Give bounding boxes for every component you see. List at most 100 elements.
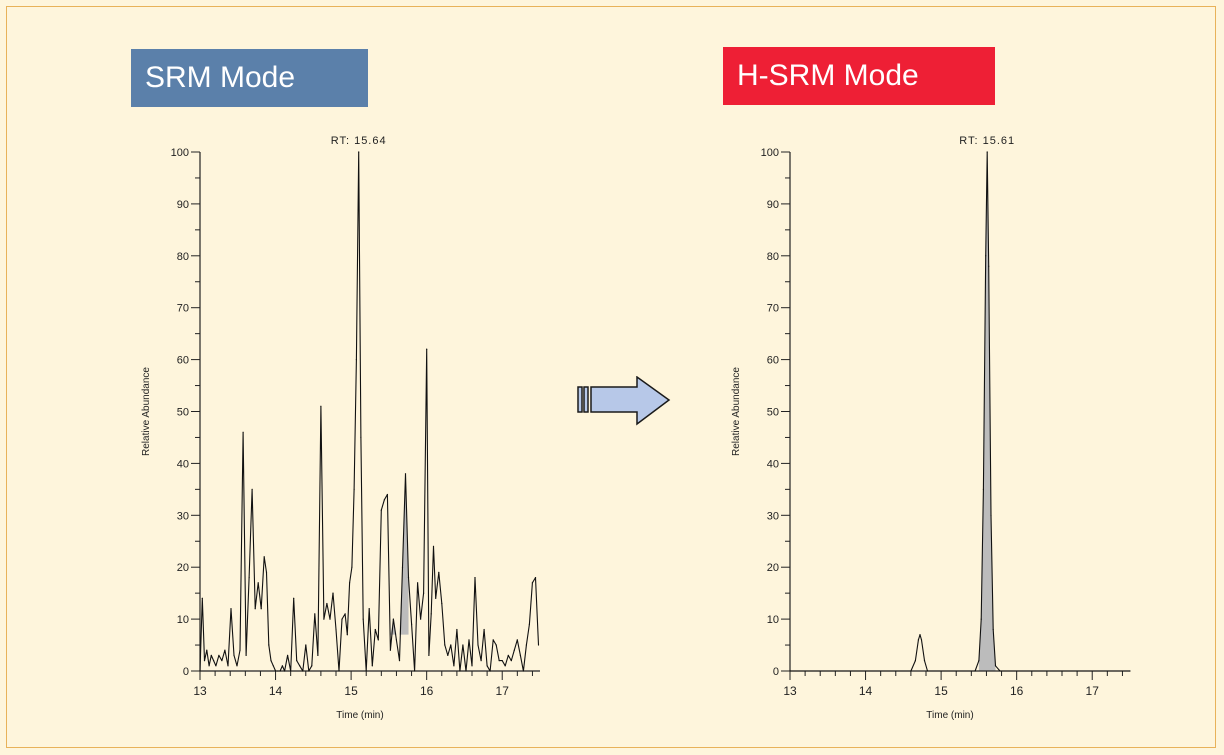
data-point: [268, 644, 270, 646]
data-point: [1129, 670, 1131, 672]
data-point: [504, 665, 506, 667]
data-point: [233, 654, 235, 657]
data-point: [287, 654, 289, 657]
y-axis-title: Relative Abundance: [141, 367, 152, 456]
right-arrow-icon: [577, 376, 671, 426]
data-point: [456, 628, 458, 631]
y-tick-label: 20: [177, 562, 189, 574]
data-point: [992, 628, 994, 631]
data-point: [910, 670, 912, 672]
data-point: [465, 670, 467, 672]
data-point: [206, 649, 208, 651]
y-tick-label: 50: [177, 407, 189, 419]
data-point: [277, 670, 279, 672]
data-point: [974, 670, 976, 672]
data-point: [411, 623, 413, 625]
data-point: [789, 670, 791, 672]
data-point: [468, 639, 470, 641]
y-tick-label: 50: [767, 407, 779, 419]
data-point: [323, 618, 325, 620]
srm-mode-label: SRM Mode: [131, 49, 368, 107]
data-point: [471, 665, 473, 667]
data-point: [483, 628, 485, 631]
data-point: [398, 660, 401, 662]
data-point: [338, 670, 340, 672]
y-tick-label: 10: [177, 614, 189, 626]
data-point: [332, 592, 334, 594]
data-point: [404, 473, 407, 475]
data-point: [926, 670, 929, 672]
data-point: [302, 670, 304, 672]
data-point: [275, 670, 277, 672]
data-point: [346, 634, 348, 636]
data-point: [281, 665, 283, 667]
y-tick-label: 40: [177, 458, 189, 470]
data-point: [528, 623, 530, 625]
data-point: [990, 514, 992, 516]
data-point: [344, 613, 346, 615]
data-point: [438, 571, 440, 573]
y-tick-label: 90: [767, 199, 779, 211]
data-point: [290, 670, 292, 672]
data-point: [201, 597, 203, 599]
data-point: [279, 670, 281, 672]
data-point: [430, 613, 432, 615]
data-point: [441, 602, 443, 605]
y-tick-label: 70: [177, 303, 189, 315]
data-point: [516, 639, 518, 641]
data-point: [199, 670, 201, 672]
data-point: [923, 660, 926, 662]
data-point: [985, 255, 987, 257]
x-tick-label: 14: [859, 684, 873, 698]
chromatogram-trace: [790, 151, 1130, 672]
data-point: [251, 488, 253, 490]
data-point: [480, 660, 482, 662]
data-point: [919, 634, 921, 636]
x-tick-label: 15: [934, 684, 948, 698]
y-tick-label: 90: [177, 199, 189, 211]
y-tick-label: 70: [767, 303, 779, 315]
data-point: [371, 665, 373, 667]
data-point: [486, 665, 488, 667]
data-point: [260, 608, 262, 610]
y-tick-label: 0: [773, 666, 779, 678]
data-point: [495, 644, 497, 646]
data-point: [525, 644, 527, 646]
data-point: [426, 348, 428, 350]
data-point: [407, 577, 410, 579]
data-point: [208, 665, 210, 667]
data-point: [489, 670, 491, 672]
data-point: [326, 602, 328, 605]
data-point: [320, 405, 322, 407]
y-tick-label: 30: [767, 510, 779, 522]
y-tick-label: 40: [767, 458, 779, 470]
data-point: [389, 649, 391, 651]
data-point: [380, 509, 382, 511]
data-point: [351, 566, 353, 568]
data-point: [374, 628, 376, 631]
data-point: [224, 649, 226, 651]
y-tick-label: 60: [177, 355, 189, 367]
data-point: [432, 545, 435, 547]
data-point: [513, 649, 515, 651]
x-tick-label: 13: [783, 684, 797, 698]
data-point: [459, 670, 461, 672]
y-tick-label: 100: [171, 147, 189, 159]
rt-annotation: RT: 15.64: [331, 135, 387, 147]
data-point: [474, 577, 476, 579]
y-tick-label: 80: [177, 251, 189, 263]
data-point: [368, 608, 370, 610]
data-point: [492, 639, 494, 641]
data-point: [362, 618, 364, 620]
data-point: [245, 654, 247, 657]
data-point: [335, 628, 337, 631]
data-point: [365, 670, 367, 672]
y-tick-label: 60: [767, 355, 779, 367]
x-tick-label: 14: [269, 684, 283, 698]
data-point: [317, 654, 319, 657]
data-point: [401, 566, 404, 568]
data-point: [988, 265, 990, 267]
data-point: [360, 436, 362, 438]
y-tick-label: 100: [761, 147, 779, 159]
data-point: [314, 613, 316, 615]
